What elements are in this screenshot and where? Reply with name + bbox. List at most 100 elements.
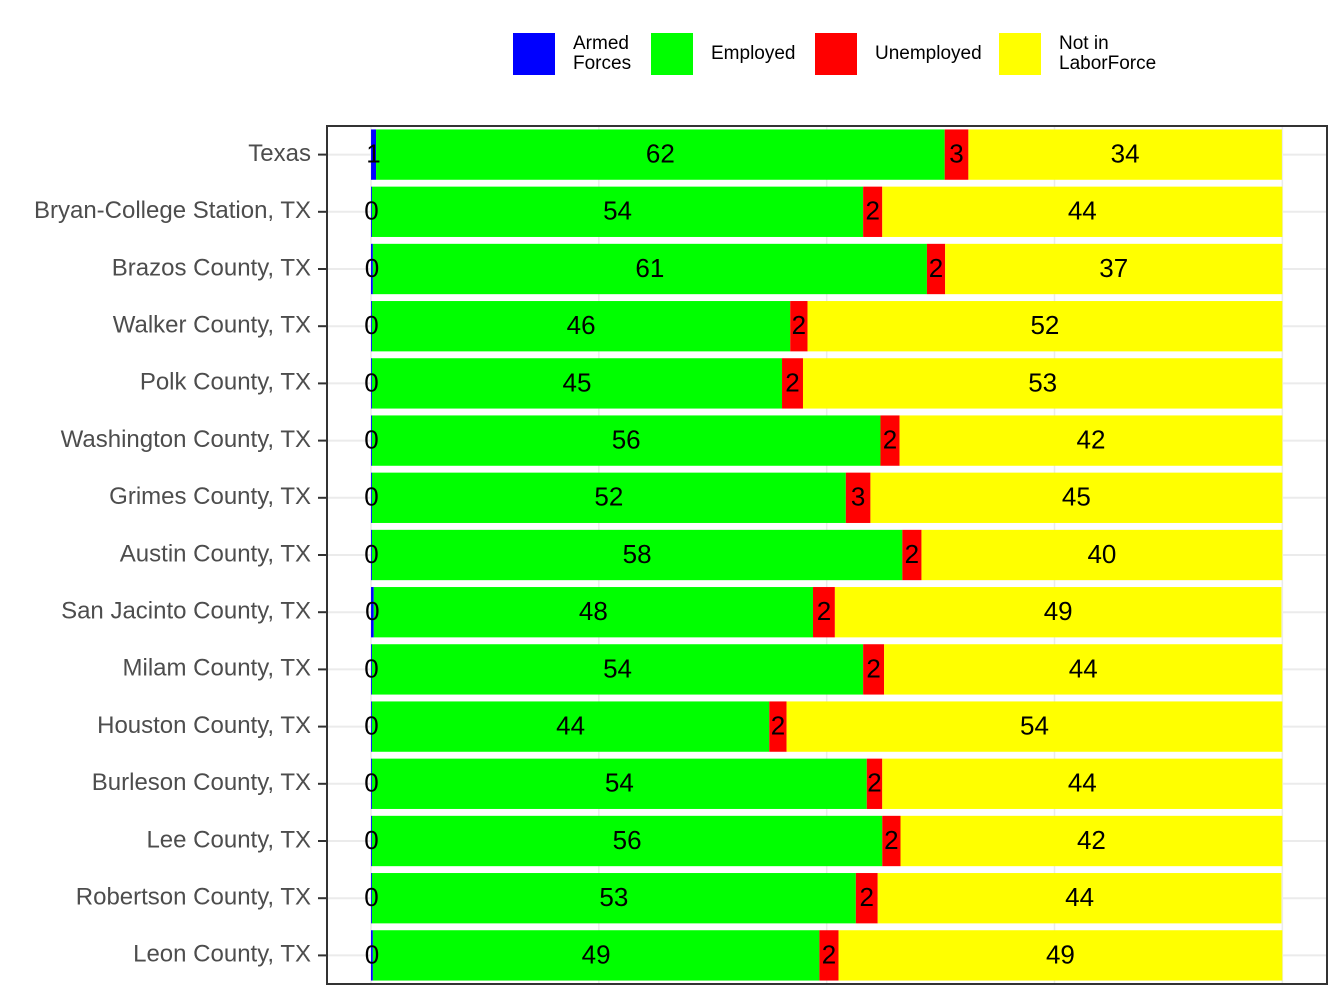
value-label: 58 [623,539,652,569]
legend-label: Unemployed [875,43,982,64]
y-tick-label: Milam County, TX [123,655,312,682]
panel-border [326,125,1328,985]
legend-label: Employed [711,43,796,64]
value-label: 56 [613,825,642,855]
legend-label: Armed Forces [573,33,631,74]
value-label: 2 [865,196,879,226]
value-label: 44 [1069,653,1098,683]
bar-segment [371,644,864,695]
value-label: 2 [883,424,897,454]
bar-segment [371,815,883,867]
bar-segment [866,758,883,809]
value-label: 2 [884,825,898,855]
bar-segment [900,815,1283,867]
value-label: 0 [364,710,378,740]
bar-segment [819,930,839,981]
bar-segment [882,815,901,867]
value-label: 0 [365,596,379,626]
bar-segment [371,301,372,352]
value-label: 45 [1062,482,1091,512]
bar-segment [834,587,1282,638]
y-tick-label: Brazos County, TX [112,254,311,281]
value-label: 53 [599,882,628,912]
bar-segment [373,587,814,638]
bar-segment [884,644,1283,695]
value-label: 52 [1030,310,1059,340]
value-label: 37 [1099,253,1128,283]
value-label: 45 [563,367,592,397]
bar-segment [921,529,1283,581]
bar-segment [371,758,372,809]
y-tick-label: Walker County, TX [113,312,311,339]
y-tick-label: Burleson County, TX [92,769,311,796]
bar-segment [371,415,881,466]
value-label: 52 [594,482,623,512]
bar-segment [944,129,969,180]
y-tick-label: Polk County, TX [140,369,311,396]
bar-segment [371,930,373,981]
value-label: 0 [364,653,378,683]
bar-segment [882,758,1283,809]
legend-key [651,33,693,75]
bar-segment [807,301,1283,352]
y-tick-label: Texas [248,140,311,167]
value-label: 44 [1068,196,1097,226]
bar-segment [880,415,900,466]
value-label: 2 [785,367,799,397]
bar-segment [371,873,856,924]
value-label: 2 [792,310,806,340]
value-label: 0 [364,424,378,454]
value-label: 46 [567,310,596,340]
bar-segment [870,472,1283,523]
bar-segment [372,243,927,295]
bar-segment [371,701,770,752]
bar-segment [371,529,372,581]
value-label: 0 [364,196,378,226]
value-label: 49 [582,939,611,969]
value-label: 0 [365,939,379,969]
y-tick-label: San Jacinto County, TX [61,598,311,625]
value-label: 2 [929,253,943,283]
value-label: 3 [949,138,963,168]
bar-segment [926,243,946,295]
value-label: 54 [1020,710,1049,740]
y-tick-label: Washington County, TX [61,426,311,453]
value-label: 34 [1111,138,1140,168]
bar-segment [968,129,1282,180]
value-label: 44 [556,710,585,740]
value-label: 2 [860,882,874,912]
bar-segment [371,301,791,352]
bar-segment [838,930,1283,981]
value-label: 2 [822,939,836,969]
bar-segment [813,587,835,638]
value-label: 54 [603,196,632,226]
bar-segment [882,186,1283,237]
value-label: 54 [605,768,634,798]
value-label: 2 [866,653,880,683]
value-label: 42 [1077,825,1106,855]
bar-segment [371,701,372,752]
bar-segment [371,243,373,295]
bar-segment [371,587,374,638]
value-label: 44 [1065,882,1094,912]
bar-segment [371,186,864,237]
value-label: 2 [867,768,881,798]
bar-segment [790,301,808,352]
bar-segment [899,415,1283,466]
legend-key [815,33,857,75]
bar-segment [769,701,787,752]
value-label: 61 [635,253,664,283]
bar-segment [371,644,372,695]
value-label: 44 [1068,768,1097,798]
y-tick-label: Lee County, TX [146,826,311,853]
bar-segment [376,129,945,180]
bar-segment [371,358,372,409]
bar-segment [855,873,878,924]
bar-segment [371,815,372,867]
value-label: 0 [364,825,378,855]
y-tick-label: Austin County, TX [120,540,311,567]
value-label: 0 [364,768,378,798]
bar-segment [371,472,846,523]
bar-segment [371,472,372,523]
y-tick-label: Robertson County, TX [76,884,311,911]
